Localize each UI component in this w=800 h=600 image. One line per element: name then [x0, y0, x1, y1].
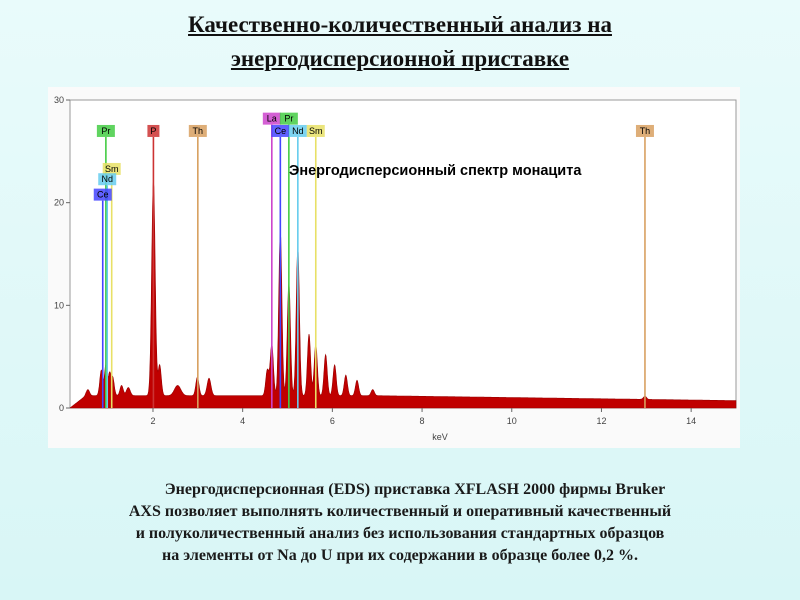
- marker-box-8: [271, 124, 290, 137]
- marker-box-3: [93, 188, 112, 201]
- marker-label-pr-7: Pr: [284, 114, 293, 124]
- marker-box-1: [102, 162, 121, 175]
- y-tick-label-10: 10: [54, 300, 64, 310]
- marker-box-7: [279, 112, 298, 125]
- marker-box-9: [288, 124, 307, 137]
- marker-label-th-5: Th: [193, 126, 204, 136]
- x-tick-label-10: 10: [507, 416, 517, 426]
- x-tick-label-6: 6: [330, 416, 335, 426]
- description-line-3: и полуколичественный анализ без использо…: [135, 525, 665, 542]
- marker-label-p-4: P: [150, 126, 156, 136]
- marker-box-0: [96, 124, 115, 137]
- marker-label-th-11: Th: [640, 126, 651, 136]
- spectrum-caption: Энергодисперсионный спектр монацита: [289, 163, 582, 179]
- x-tick-label-12: 12: [596, 416, 606, 426]
- x-tick-label-8: 8: [420, 416, 425, 426]
- title-line-2: энергодисперсионной приставке: [230, 46, 570, 71]
- marker-label-sm-10: Sm: [309, 126, 323, 136]
- marker-box-11: [635, 124, 654, 137]
- marker-label-nd-9: Nd: [292, 126, 304, 136]
- marker-label-ce-8: Ce: [275, 126, 287, 136]
- y-tick-label-20: 20: [54, 198, 64, 208]
- description-line-4: на элементы от Na до U при их содержании…: [162, 547, 638, 564]
- description-line-1: Энергодисперсионная (EDS) приставка XFLA…: [164, 481, 666, 498]
- x-tick-label-4: 4: [240, 416, 245, 426]
- spectrum-area: [69, 180, 737, 409]
- x-tick-label-2: 2: [150, 416, 155, 426]
- x-tick-label-14: 14: [686, 416, 696, 426]
- marker-box-4: [147, 124, 160, 137]
- marker-box-6: [262, 112, 281, 125]
- marker-box-2: [98, 173, 117, 186]
- eds-spectrum-chart: Pr Sm Nd Ce P Th La Pr Ce Nd Sm Th 2 4 6 8 10 12 14 keV 0 10 2…: [48, 87, 740, 448]
- marker-label-ce-3: Ce: [97, 190, 109, 200]
- title-line-1: Качественно-количественный анализ на: [188, 12, 612, 37]
- marker-box-10: [306, 124, 325, 137]
- marker-box-5: [188, 124, 207, 137]
- marker-label-nd-2: Nd: [101, 174, 113, 184]
- marker-label-pr-0: Pr: [101, 126, 110, 136]
- description-line-2: AXS позволяет выполнять количественный и…: [128, 503, 672, 520]
- description: Энергодисперсионная (EDS) приставка XFLA…: [14, 479, 786, 567]
- x-axis-label: keV: [432, 432, 448, 442]
- slide-title: Качественно-количественный анализ на эне…: [40, 8, 760, 76]
- y-tick-label-30: 30: [54, 95, 64, 105]
- y-tick-label-0: 0: [59, 403, 64, 413]
- plot-area: [69, 99, 737, 409]
- marker-label-sm-1: Sm: [105, 164, 119, 174]
- marker-label-la-6: La: [267, 114, 277, 124]
